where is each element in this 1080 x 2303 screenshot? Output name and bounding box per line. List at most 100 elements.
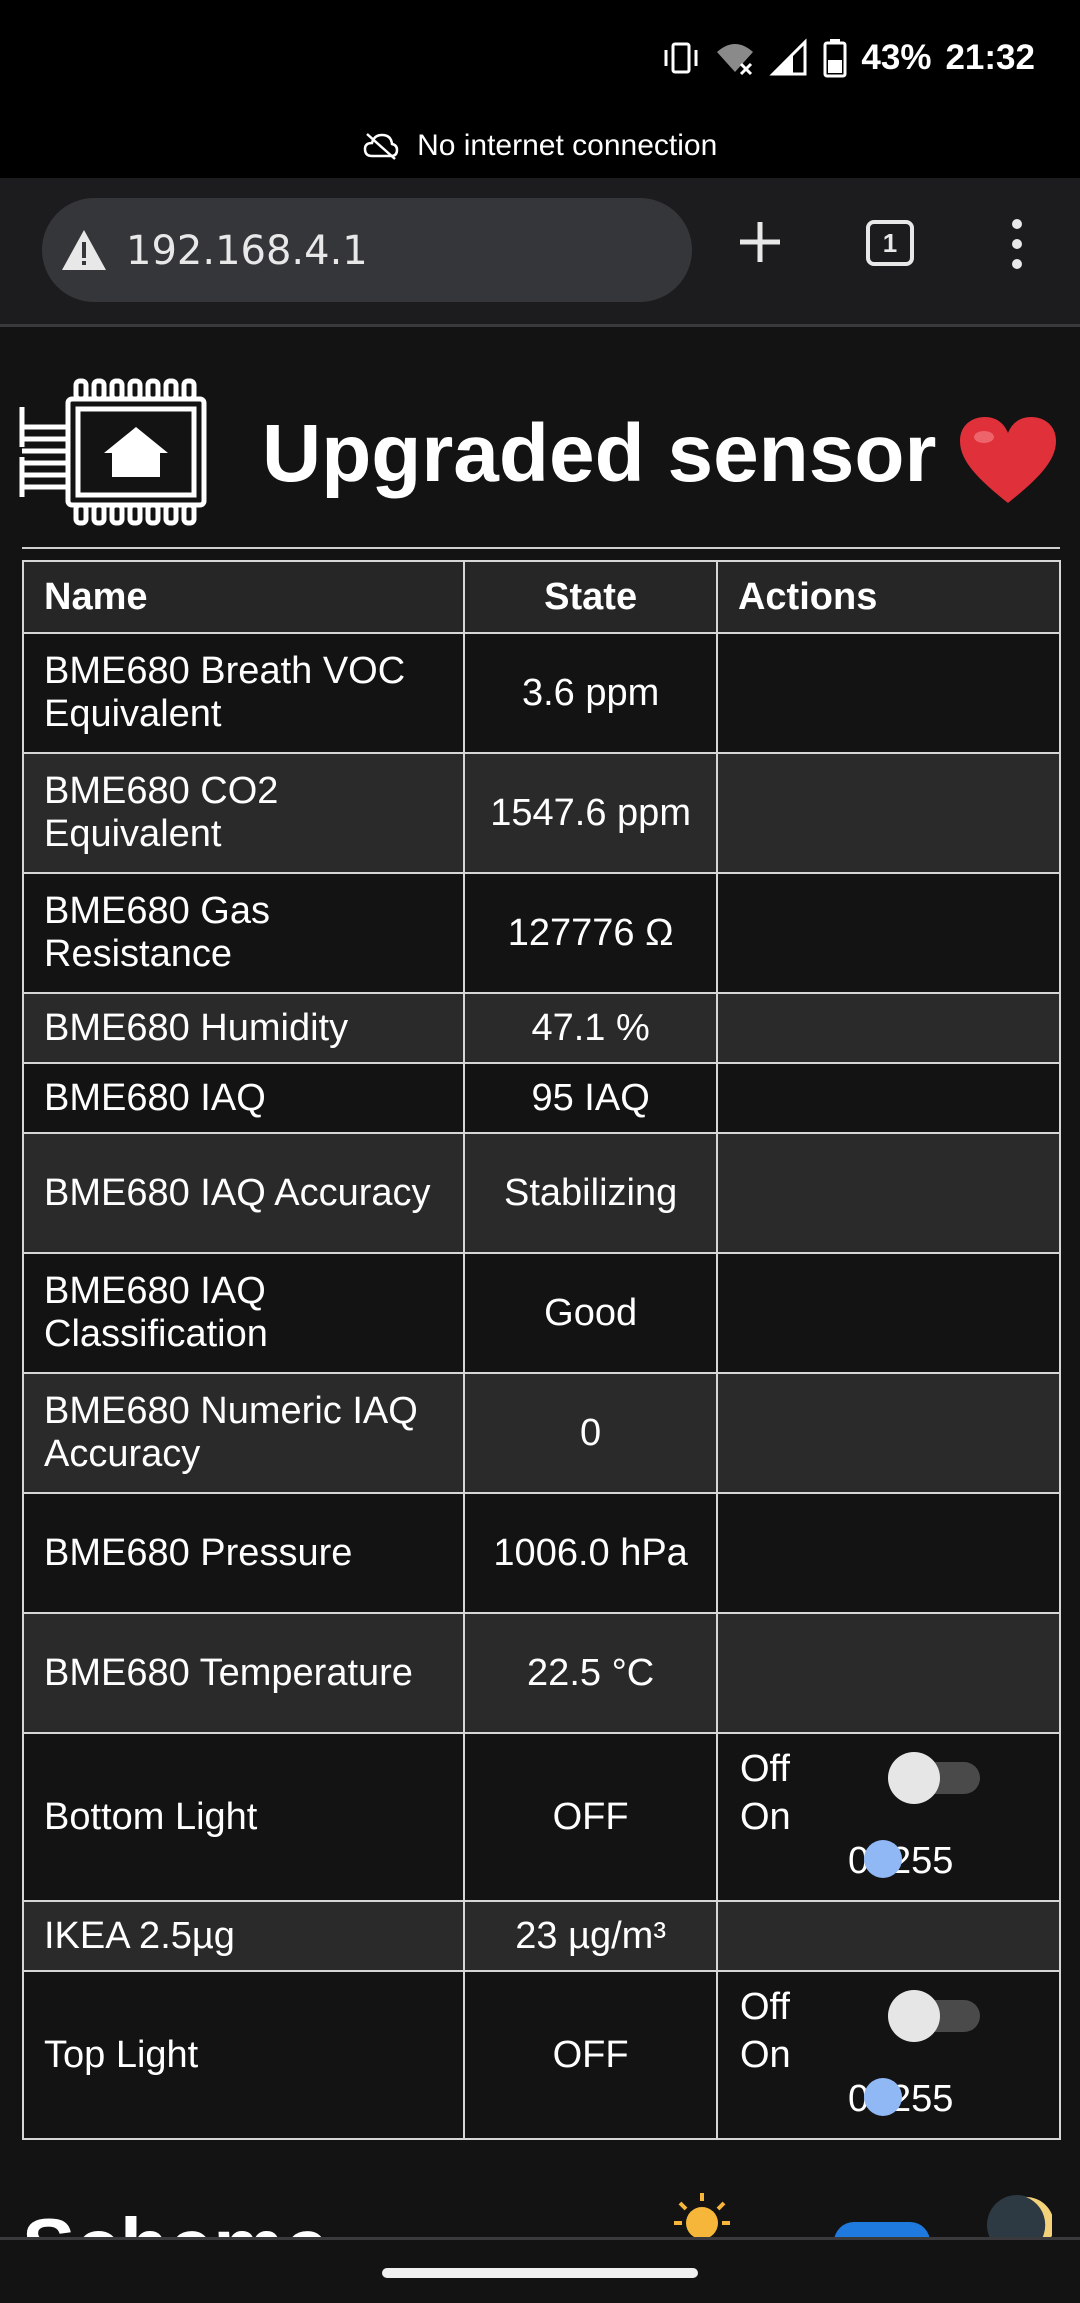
tab-count: 1 — [882, 228, 898, 258]
scheme-toggle[interactable] — [834, 2222, 930, 2237]
url-text[interactable]: 192.168.4.1 — [126, 228, 368, 274]
row-state: 23 µg/m³ — [463, 1900, 718, 1972]
bottom-light-toggle[interactable] — [887, 1752, 980, 1804]
on-label: On — [739, 2034, 791, 2076]
battery-icon — [823, 39, 847, 78]
warning-icon[interactable] — [60, 228, 108, 272]
row-state: OFF — [463, 1732, 718, 1902]
table-row: IKEA 2.5µg 23 µg/m³ — [21, 1900, 1062, 1972]
cloud-off-icon — [363, 133, 398, 161]
table-row: BME680 Numeric IAQ Accuracy 0 — [21, 1372, 1062, 1494]
page-title: Upgraded sensor — [262, 408, 937, 499]
off-label: Off — [739, 1748, 790, 1790]
row-actions: Off On 0 255 — [715, 1732, 1062, 1902]
row-actions — [715, 1132, 1062, 1254]
signal-icon — [769, 38, 807, 76]
tabs-icon[interactable]: 1 — [866, 220, 914, 266]
top-light-toggle[interactable] — [887, 1990, 980, 2042]
toggle-knob[interactable] — [887, 1752, 940, 1804]
range-min: 0 — [847, 2078, 870, 2120]
row-actions: Off On 0 255 — [715, 1970, 1062, 2140]
row-name: BME680 Breath VOC Equivalent — [21, 632, 466, 754]
bottom-light-brightness-slider[interactable]: 0 255 — [828, 1840, 978, 1882]
row-actions — [715, 1492, 1062, 1614]
row-actions — [715, 872, 1062, 994]
table-row: BME680 Pressure 1006.0 hPa — [21, 1492, 1062, 1614]
heart-icon — [960, 417, 1056, 503]
header-state: State — [463, 560, 718, 634]
table-row: BME680 Breath VOC Equivalent 3.6 ppm — [21, 632, 1062, 754]
table-row: BME680 CO2 Equivalent 1547.6 ppm — [21, 752, 1062, 874]
row-name: IKEA 2.5µg — [21, 1900, 466, 1972]
row-name: BME680 IAQ Accuracy — [21, 1132, 466, 1254]
slider-thumb[interactable] — [863, 2078, 902, 2116]
row-state: 1006.0 hPa — [463, 1492, 718, 1614]
row-actions — [715, 1252, 1062, 1374]
row-state: Stabilizing — [463, 1132, 718, 1254]
chip-home-icon — [19, 378, 207, 526]
scheme-heading: Scheme — [22, 2207, 329, 2238]
row-state: 1547.6 ppm — [463, 752, 718, 874]
status-icons: 43% 21:32 — [661, 38, 1035, 78]
row-actions — [715, 992, 1062, 1064]
row-actions — [715, 1900, 1062, 1972]
row-actions — [715, 632, 1062, 754]
row-state: 95 IAQ — [463, 1062, 718, 1134]
row-name: BME680 Gas Resistance — [21, 872, 466, 994]
new-tab-icon[interactable] — [730, 212, 790, 272]
slider-thumb[interactable] — [863, 1840, 902, 1878]
row-name: BME680 Numeric IAQ Accuracy — [21, 1372, 466, 1494]
header-name: Name — [21, 560, 466, 634]
sun-icon — [674, 2193, 730, 2237]
menu-icon[interactable] — [1000, 214, 1034, 274]
gesture-nav-bar — [0, 2237, 1080, 2303]
row-actions — [715, 1062, 1062, 1134]
table-row: BME680 IAQ 95 IAQ — [21, 1062, 1062, 1134]
entity-table: Name State Actions BME680 Breath VOC Equ… — [21, 560, 1062, 2140]
status-bar: 43% 21:32 No internet connection — [0, 0, 1080, 178]
browser-toolbar: 192.168.4.1 1 — [0, 178, 1080, 327]
table-row: BME680 IAQ Accuracy Stabilizing — [21, 1132, 1062, 1254]
toggle-knob[interactable] — [887, 1990, 940, 2042]
network-banner: No internet connection — [0, 128, 1080, 163]
table-row: BME680 IAQ Classification Good — [21, 1252, 1062, 1374]
on-label: On — [739, 1796, 791, 1838]
range-min: 0 — [847, 1840, 870, 1882]
home-handle[interactable] — [382, 2268, 698, 2278]
header-actions: Actions — [715, 560, 1062, 634]
clock: 21:32 — [945, 38, 1035, 77]
table-row: BME680 Humidity 47.1 % — [21, 992, 1062, 1064]
top-light-brightness-slider[interactable]: 0 255 — [828, 2078, 978, 2120]
light-controls: Off On 0 255 — [738, 1972, 1039, 2138]
off-label: Off — [739, 1986, 790, 2028]
row-state: 0 — [463, 1372, 718, 1494]
title-divider — [22, 547, 1060, 549]
vibrate-icon — [664, 42, 698, 74]
row-actions — [715, 1612, 1062, 1734]
row-state: 3.6 ppm — [463, 632, 718, 754]
moon-icon — [987, 2195, 1052, 2237]
table-row: BME680 Gas Resistance 127776 Ω — [21, 872, 1062, 994]
network-banner-text: No internet connection — [417, 129, 718, 163]
row-name: BME680 Humidity — [21, 992, 466, 1064]
row-actions — [715, 1372, 1062, 1494]
row-name: BME680 Temperature — [21, 1612, 466, 1734]
row-name: Bottom Light — [21, 1732, 466, 1902]
row-state: 47.1 % — [463, 992, 718, 1064]
row-name: BME680 Pressure — [21, 1492, 466, 1614]
light-controls: Off On 0 255 — [738, 1734, 1039, 1900]
row-name: BME680 IAQ Classification — [21, 1252, 466, 1374]
battery-level: 43% — [861, 38, 932, 77]
row-name: Top Light — [21, 1970, 466, 2140]
row-state: Good — [463, 1252, 718, 1374]
row-state: 22.5 °C — [463, 1612, 718, 1734]
row-actions — [715, 752, 1062, 874]
address-bar[interactable]: 192.168.4.1 — [42, 198, 692, 302]
table-header-row: Name State Actions — [21, 560, 1062, 634]
row-state: 127776 Ω — [463, 872, 718, 994]
wifi-off-icon — [717, 44, 754, 76]
row-name: BME680 IAQ — [21, 1062, 466, 1134]
table-row: Bottom Light OFF Off On 0 255 — [21, 1732, 1062, 1902]
row-state: OFF — [463, 1970, 718, 2140]
web-page: Upgraded sensor Name State Actions BME68… — [0, 327, 1080, 2237]
